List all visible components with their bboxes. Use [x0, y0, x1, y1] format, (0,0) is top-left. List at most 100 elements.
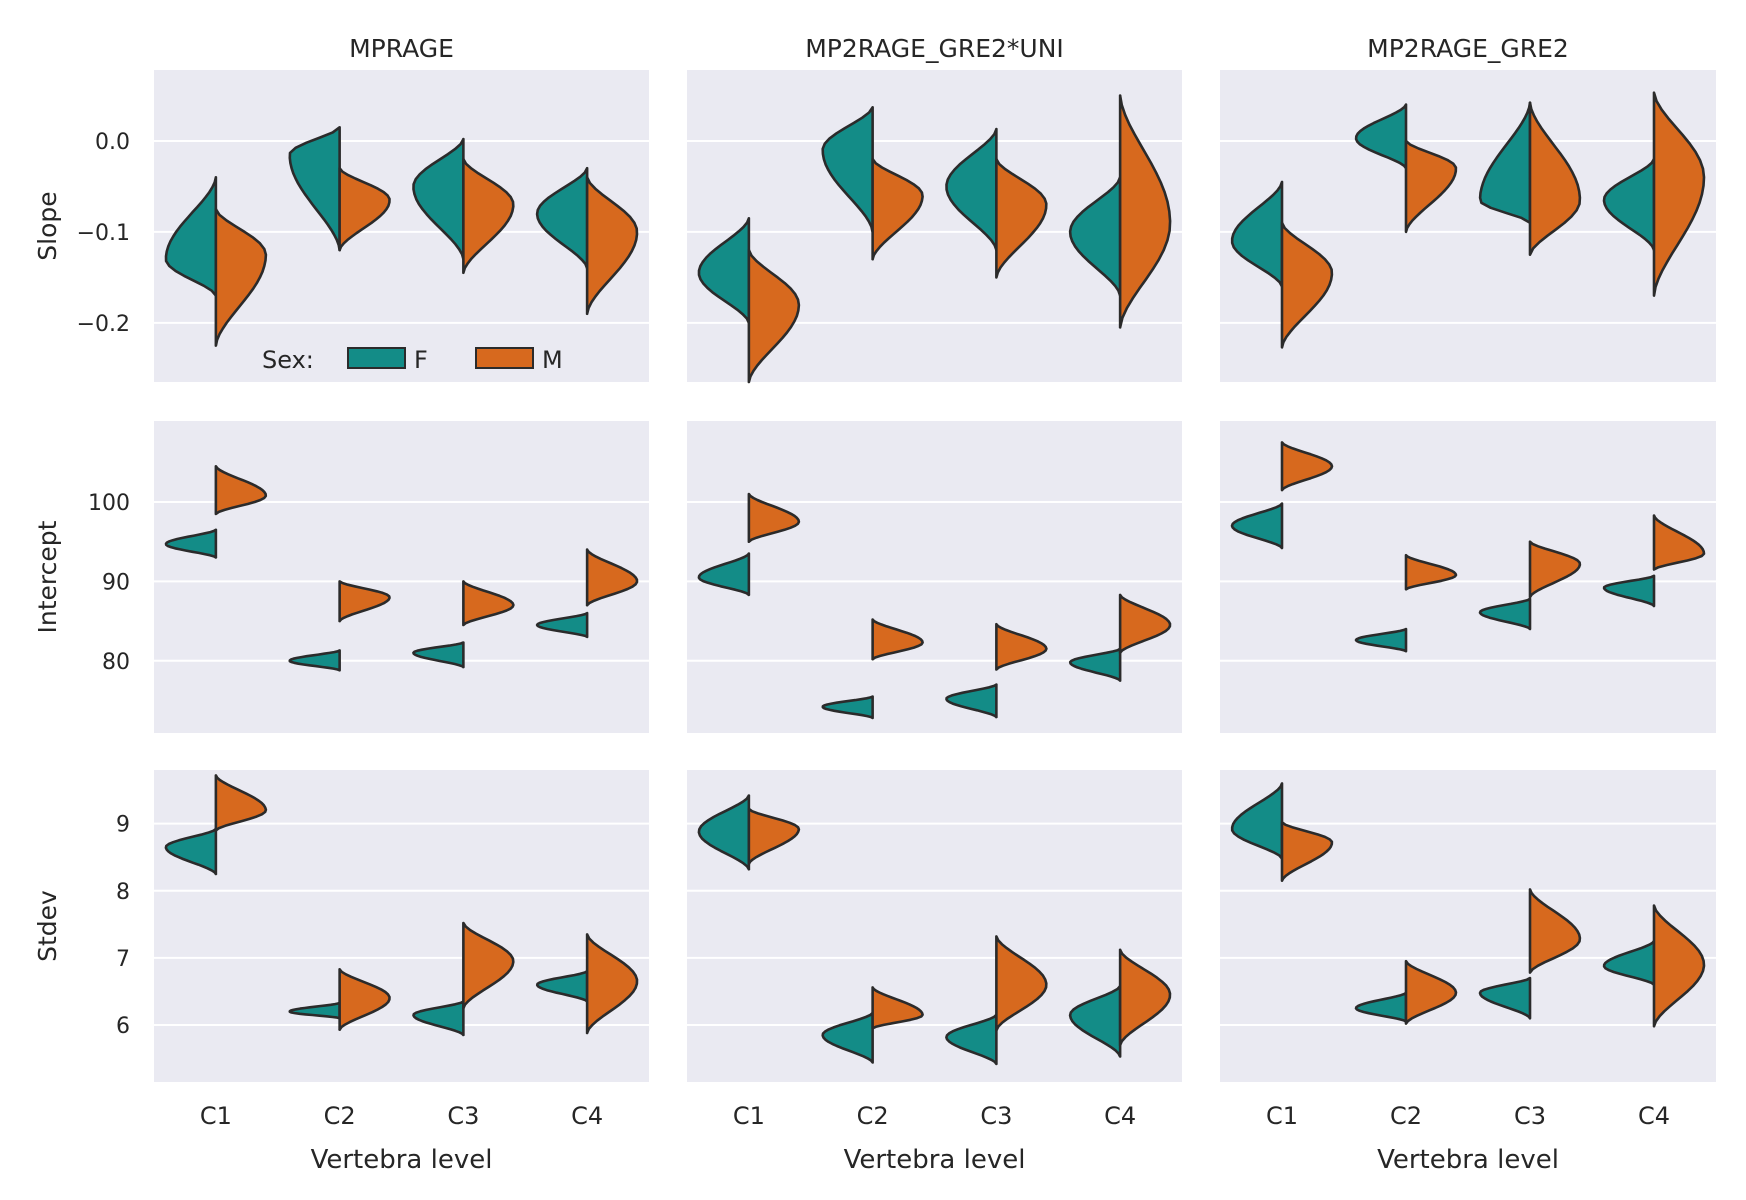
x-axis-label: Vertebra level [311, 1145, 493, 1175]
y-tick-label: −0.1 [77, 221, 130, 246]
violin-f-c3 [412, 137, 465, 261]
violin-m-c3 [995, 157, 1048, 279]
panel-background [154, 421, 649, 733]
violin-f-c1 [697, 552, 751, 597]
x-tick-label: C1 [1266, 1102, 1298, 1130]
violin-m-c4 [585, 176, 639, 316]
violin-m-c2 [871, 157, 924, 261]
violin-f-c2 [821, 106, 874, 234]
violin-f-c4 [1602, 157, 1656, 252]
x-tick-label: C3 [447, 1102, 479, 1130]
x-tick-label: C1 [733, 1102, 765, 1130]
y-tick-label: 100 [88, 491, 130, 516]
violin-f-c2 [288, 126, 341, 252]
violin-f-c2 [288, 649, 341, 672]
violin-m-c1 [214, 207, 268, 347]
violin-m-c3 [462, 157, 515, 275]
panel-slope-2 [687, 70, 1182, 384]
violin-m-c4 [1652, 514, 1706, 571]
violin-m-c2 [1404, 959, 1458, 1025]
y-axis-label: Slope [33, 191, 62, 260]
violin-m-c1 [1280, 821, 1334, 882]
violin-m-c4 [1118, 593, 1172, 655]
violin-m-c4 [585, 933, 639, 1035]
violin-m-c2 [338, 166, 391, 252]
column-title: MP2RAGE_GRE2 [1367, 34, 1569, 63]
violin-m-c3 [995, 935, 1048, 1032]
panel-intercept-2 [687, 421, 1182, 733]
violin-f-c3 [945, 683, 998, 719]
violin-f-c4 [535, 611, 589, 639]
y-tick-label: 0.0 [95, 130, 130, 155]
violin-m-c4 [585, 548, 639, 607]
violin-m-c1 [1280, 441, 1334, 492]
violin-f-c2 [821, 695, 874, 720]
legend-swatch-m [475, 347, 534, 369]
violin-f-c4 [1068, 176, 1122, 297]
violin-m-c2 [1404, 139, 1458, 234]
legend-label-f: F [414, 346, 428, 374]
violin-f-c3 [945, 127, 998, 252]
y-tick-label: 8 [116, 880, 130, 905]
column-title: MPRAGE [349, 34, 454, 63]
panel-stdev-1 [154, 770, 649, 1082]
violin-m-c1 [747, 492, 801, 543]
y-tick-label: 90 [102, 570, 130, 595]
violin-m-c2 [871, 986, 924, 1030]
violin-f-c4 [535, 166, 589, 270]
x-tick-label: C2 [857, 1102, 889, 1130]
violin-f-c3 [412, 1000, 465, 1037]
legend: Sex: F M [262, 346, 563, 374]
panel-stdev-3 [1220, 770, 1716, 1082]
violin-f-c4 [1602, 939, 1656, 986]
x-tick-label: C4 [1638, 1102, 1670, 1130]
violin-m-c3 [462, 921, 515, 1010]
violin-m-c1 [214, 774, 268, 832]
violin-f-c1 [1230, 180, 1284, 288]
violin-m-c1 [1280, 221, 1334, 349]
y-axis-label: Intercept [33, 520, 62, 633]
violin-f-c1 [164, 827, 218, 876]
violin-m-c3 [1528, 888, 1582, 974]
x-tick-label: C3 [1514, 1102, 1546, 1130]
y-axis-label: Stdev [33, 890, 62, 962]
violin-f-c2 [1354, 627, 1408, 653]
violin-f-c3 [1478, 101, 1532, 225]
violin-m-c2 [871, 618, 924, 661]
violin-f-c1 [164, 528, 218, 559]
violin-f-c4 [1068, 647, 1122, 682]
violin-f-c2 [288, 1001, 341, 1020]
violin-f-c1 [697, 794, 751, 871]
violin-f-c3 [412, 641, 465, 669]
violin-m-c2 [338, 580, 391, 623]
violin-f-c3 [945, 1013, 998, 1066]
violin-f-c2 [1354, 103, 1408, 170]
violin-m-c3 [1528, 540, 1582, 599]
y-tick-label: 9 [116, 813, 130, 838]
y-tick-label: 80 [102, 650, 130, 675]
x-tick-label: C3 [980, 1102, 1012, 1130]
x-axis-label: Vertebra level [844, 1145, 1026, 1175]
panel-intercept-3 [1220, 421, 1716, 733]
legend-title: Sex: [262, 346, 314, 374]
violin-m-c4 [1118, 948, 1172, 1047]
y-tick-label: 7 [116, 947, 130, 972]
violin-m-c4 [1118, 94, 1172, 329]
legend-label-m: M [542, 346, 563, 374]
x-tick-label: C2 [1390, 1102, 1422, 1130]
violin-m-c1 [747, 807, 801, 866]
violin-f-c4 [535, 970, 589, 1003]
panel-slope-3 [1220, 70, 1716, 382]
legend-swatch-f [347, 347, 406, 369]
violin-f-c4 [1602, 574, 1656, 608]
violin-f-c1 [697, 217, 751, 325]
violin-f-c3 [1478, 597, 1532, 631]
violin-m-c1 [747, 248, 801, 384]
x-axis-label: Vertebra level [1377, 1145, 1559, 1175]
x-tick-label: C2 [324, 1102, 356, 1130]
panel-background [1220, 770, 1716, 1082]
column-title: MP2RAGE_GRE2*UNI [805, 34, 1064, 63]
panel-slope-1 [154, 70, 649, 382]
x-tick-label: C4 [1104, 1102, 1136, 1130]
